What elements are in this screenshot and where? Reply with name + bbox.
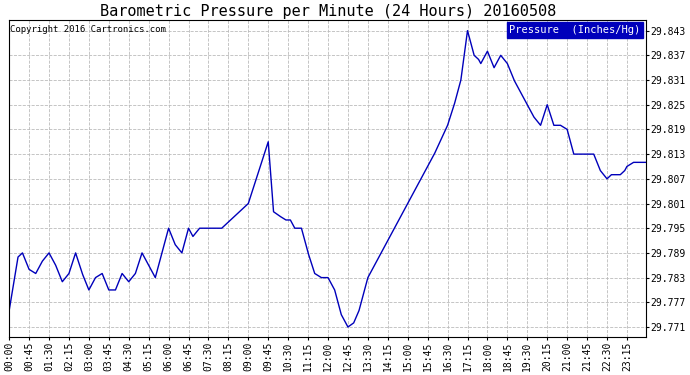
Text: Copyright 2016 Cartronics.com: Copyright 2016 Cartronics.com — [10, 25, 166, 34]
Text: Pressure  (Inches/Hg): Pressure (Inches/Hg) — [509, 25, 640, 35]
Title: Barometric Pressure per Minute (24 Hours) 20160508: Barometric Pressure per Minute (24 Hours… — [99, 4, 556, 19]
